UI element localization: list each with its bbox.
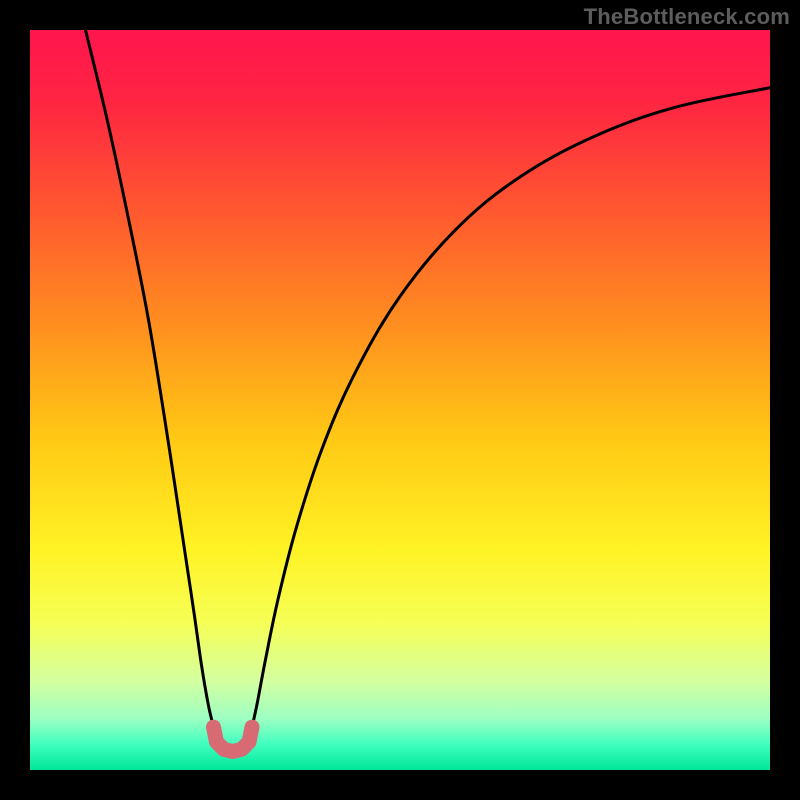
watermark-text: TheBottleneck.com <box>584 4 790 30</box>
chart-container: TheBottleneck.com <box>0 0 800 800</box>
plot-background <box>30 30 770 770</box>
bottleneck-chart <box>0 0 800 800</box>
